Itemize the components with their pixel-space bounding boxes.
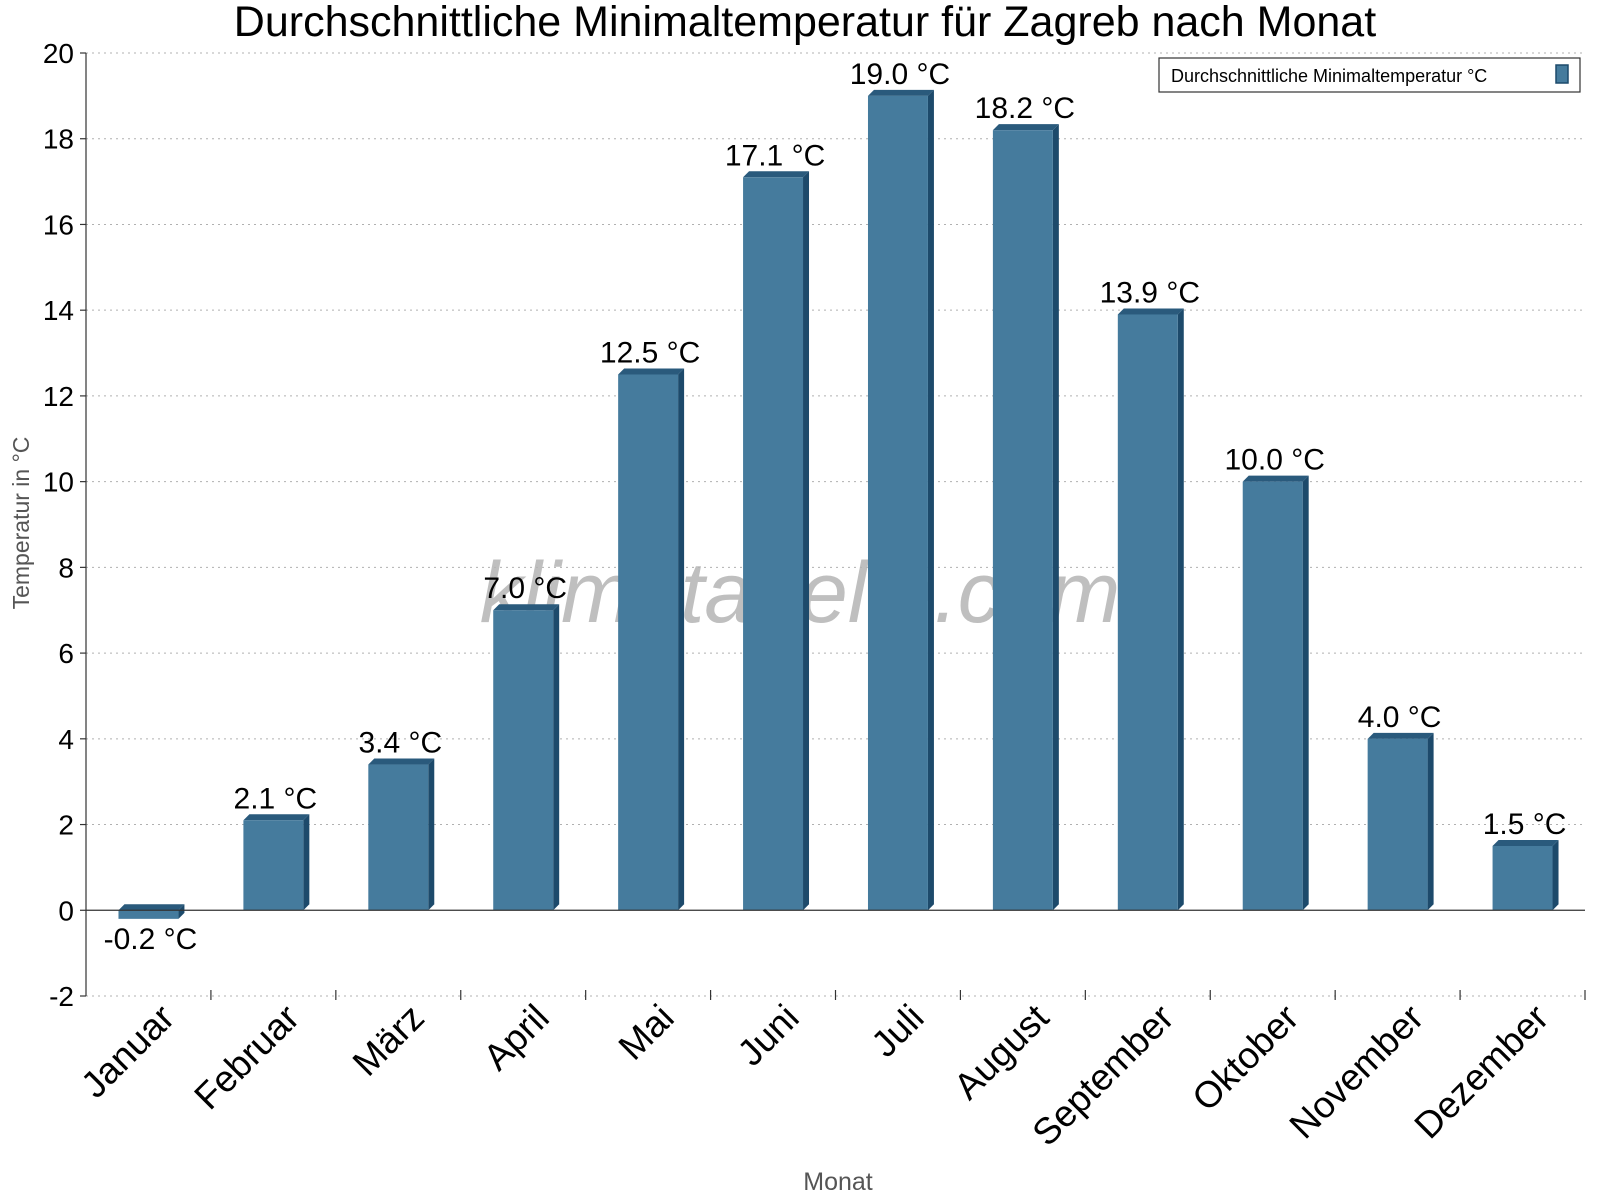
y-tick-label: 6 bbox=[58, 638, 74, 669]
y-tick-label: 16 bbox=[43, 209, 74, 240]
y-tick-label: 4 bbox=[58, 724, 74, 755]
data-label: -0.2 °C bbox=[104, 923, 198, 956]
y-tick-label: 14 bbox=[43, 295, 74, 326]
y-tick-label: 20 bbox=[43, 38, 74, 69]
bar-top bbox=[743, 171, 810, 178]
data-label: 13.9 °C bbox=[1100, 276, 1200, 309]
data-label: 7.0 °C bbox=[483, 572, 567, 605]
bar-side bbox=[178, 904, 185, 919]
bar-front bbox=[1117, 314, 1178, 911]
bar bbox=[243, 814, 310, 911]
bar-front bbox=[1242, 481, 1303, 911]
bar bbox=[867, 89, 934, 911]
bar-front bbox=[368, 764, 429, 911]
bar bbox=[743, 171, 810, 911]
bar-top bbox=[368, 758, 435, 765]
bar-side bbox=[1552, 839, 1559, 911]
legend-label: Durchschnittliche Minimaltemperatur °C bbox=[1171, 66, 1487, 86]
bar-side bbox=[803, 171, 810, 911]
data-label: 19.0 °C bbox=[850, 58, 950, 91]
bar-side bbox=[678, 368, 685, 911]
data-label: 18.2 °C bbox=[975, 92, 1075, 125]
bar-side bbox=[303, 814, 310, 911]
legend-swatch bbox=[1555, 64, 1569, 84]
data-labels: -0.2 °C 2.1 °C 3.4 °C 7.0 °C 12.5 °C 17.1 °C 1… bbox=[104, 58, 1567, 956]
bar bbox=[118, 904, 185, 919]
bar-side bbox=[1177, 308, 1184, 911]
bar-front bbox=[1492, 845, 1553, 911]
data-label: 10.0 °C bbox=[1225, 444, 1325, 477]
y-tick-label: 18 bbox=[43, 124, 74, 155]
y-tick-label: 8 bbox=[58, 552, 74, 583]
bar-front bbox=[992, 130, 1053, 911]
legend: Durchschnittliche Minimaltemperatur °C bbox=[1158, 57, 1581, 93]
bar bbox=[1242, 475, 1309, 911]
bar-front bbox=[118, 910, 179, 919]
bar-side bbox=[927, 89, 934, 911]
bar bbox=[1492, 839, 1559, 911]
bar-side bbox=[553, 604, 560, 911]
y-tick-label: 12 bbox=[43, 381, 74, 412]
bar-side bbox=[1052, 124, 1059, 911]
y-tick-label: 10 bbox=[43, 467, 74, 498]
chart-title: Durchschnittliche Minimaltemperatur für … bbox=[234, 0, 1376, 46]
data-label: 17.1 °C bbox=[725, 139, 825, 172]
data-label: 4.0 °C bbox=[1358, 701, 1442, 734]
bar-top bbox=[1242, 475, 1309, 482]
legend-box bbox=[1158, 57, 1581, 93]
data-label: 3.4 °C bbox=[358, 727, 442, 760]
bar-front bbox=[1367, 738, 1428, 911]
y-tick-label: -2 bbox=[49, 981, 74, 1012]
data-label: 1.5 °C bbox=[1483, 808, 1567, 841]
bar-front bbox=[743, 177, 804, 911]
x-axis-label: Monat bbox=[803, 1168, 873, 1196]
bar-top bbox=[1117, 308, 1184, 315]
bar bbox=[493, 604, 560, 911]
bar-top bbox=[1367, 732, 1434, 739]
bar-top bbox=[243, 814, 310, 821]
bar-top bbox=[493, 604, 560, 611]
bar-front bbox=[493, 610, 554, 911]
bar bbox=[1367, 732, 1434, 911]
bar-side bbox=[1427, 732, 1434, 911]
data-label: 2.1 °C bbox=[234, 782, 318, 815]
bar bbox=[1117, 308, 1184, 911]
bar-side bbox=[1302, 475, 1309, 911]
bar-top bbox=[992, 124, 1059, 131]
bar-front bbox=[618, 374, 679, 911]
bar bbox=[992, 124, 1059, 911]
bar bbox=[368, 758, 435, 911]
bar-top bbox=[1492, 839, 1559, 846]
y-axis-label: Temperatur in °C bbox=[8, 437, 34, 610]
data-label: 12.5 °C bbox=[600, 336, 700, 369]
y-tick-label: 0 bbox=[58, 895, 74, 926]
bar bbox=[618, 368, 685, 911]
bar-top bbox=[618, 368, 685, 375]
bar-front bbox=[867, 95, 928, 911]
bar-top bbox=[118, 904, 185, 911]
bar-front bbox=[243, 820, 304, 911]
bars bbox=[118, 89, 1559, 919]
y-tick-label: 2 bbox=[58, 810, 74, 841]
bar-top bbox=[867, 89, 934, 96]
bar-side bbox=[428, 758, 435, 911]
